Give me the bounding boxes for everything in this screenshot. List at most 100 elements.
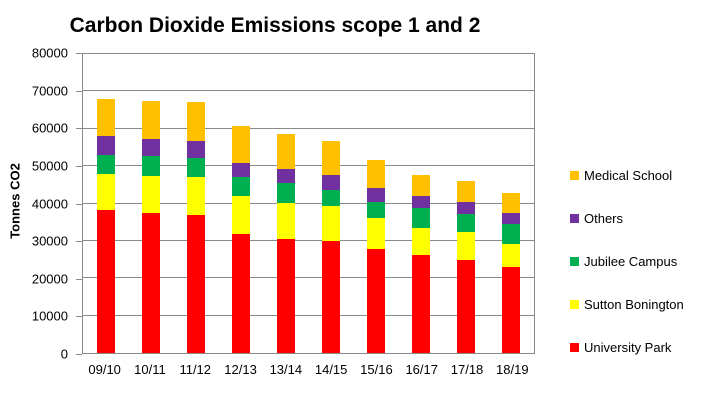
bar-segment-university-park[interactable] bbox=[412, 255, 431, 353]
bar-segment-jubilee-campus[interactable] bbox=[367, 201, 386, 219]
bar-segment-others[interactable] bbox=[457, 202, 476, 214]
bar-segment-jubilee-campus[interactable] bbox=[412, 207, 431, 229]
bar-segment-jubilee-campus[interactable] bbox=[141, 156, 160, 176]
x-tick-label: 15/16 bbox=[360, 362, 393, 377]
bar-segment-university-park[interactable] bbox=[367, 248, 386, 353]
bar-segment-sutton-bonington[interactable] bbox=[231, 196, 250, 234]
bar-segment-medical-school[interactable] bbox=[457, 180, 476, 203]
bar-segment-jubilee-campus[interactable] bbox=[502, 223, 521, 244]
legend-item-jubilee-campus[interactable]: Jubilee Campus bbox=[570, 252, 684, 270]
bar-segment-medical-school[interactable] bbox=[231, 126, 250, 164]
bar-segment-others[interactable] bbox=[276, 169, 295, 184]
bar-segment-medical-school[interactable] bbox=[141, 101, 160, 139]
bar-segment-medical-school[interactable] bbox=[412, 175, 431, 196]
x-tick-label: 10/11 bbox=[134, 362, 166, 377]
bar-segment-jubilee-campus[interactable] bbox=[457, 213, 476, 233]
stacked-bar-17-18[interactable] bbox=[457, 54, 476, 353]
bar-segment-others[interactable] bbox=[322, 175, 341, 191]
stacked-bar-15-16[interactable] bbox=[367, 54, 386, 353]
y-axis: 0 10000 20000 30000 40000 50000 60000 70000 8000… bbox=[0, 47, 82, 361]
bar-segment-university-park[interactable] bbox=[502, 266, 521, 353]
x-tick-label: 14/15 bbox=[314, 362, 348, 377]
legend-label: Sutton Bonington bbox=[584, 296, 684, 312]
bar-segment-others[interactable] bbox=[141, 138, 160, 157]
bar-slot-15-16 bbox=[354, 54, 399, 353]
legend-swatch-icon bbox=[570, 213, 579, 223]
plot-area bbox=[82, 53, 535, 354]
bar-segment-medical-school[interactable] bbox=[96, 98, 115, 136]
bar-slot-16-17 bbox=[399, 54, 444, 353]
bar-segment-sutton-bonington[interactable] bbox=[367, 218, 386, 249]
bar-segment-sutton-bonington[interactable] bbox=[276, 203, 295, 240]
bar-segment-sutton-bonington[interactable] bbox=[412, 228, 431, 256]
x-tick-label: 18/19 bbox=[496, 362, 529, 377]
legend-item-sutton-bonington[interactable]: Sutton Bonington bbox=[570, 295, 684, 313]
bar-slot-12-13 bbox=[218, 54, 263, 353]
x-tick-label: 16/17 bbox=[405, 362, 438, 377]
bar-segment-jubilee-campus[interactable] bbox=[276, 183, 295, 204]
bar-segment-others[interactable] bbox=[412, 195, 431, 208]
legend-swatch-icon bbox=[570, 170, 579, 180]
bar-segment-sutton-bonington[interactable] bbox=[457, 232, 476, 260]
bar-segment-medical-school[interactable] bbox=[367, 160, 386, 189]
stacked-bar-12-13[interactable] bbox=[231, 54, 250, 353]
bar-segment-others[interactable] bbox=[502, 213, 521, 224]
bar-segment-university-park[interactable] bbox=[457, 259, 476, 353]
stacked-bar-10-11[interactable] bbox=[141, 54, 160, 353]
y-tick-mark bbox=[76, 165, 82, 167]
bar-segment-university-park[interactable] bbox=[276, 239, 295, 353]
gridline bbox=[83, 277, 534, 279]
bar-segment-others[interactable] bbox=[231, 163, 250, 177]
bar-segment-jubilee-campus[interactable] bbox=[231, 177, 250, 197]
stacked-bar-16-17[interactable] bbox=[412, 54, 431, 353]
bar-slot-10-11 bbox=[128, 54, 173, 353]
bar-segment-sutton-bonington[interactable] bbox=[322, 205, 341, 242]
stacked-bar-11-12[interactable] bbox=[186, 54, 205, 353]
bar-segment-others[interactable] bbox=[186, 141, 205, 158]
bar-segment-others[interactable] bbox=[367, 188, 386, 202]
bar-segment-others[interactable] bbox=[96, 135, 115, 155]
bar-segment-sutton-bonington[interactable] bbox=[502, 243, 521, 267]
bar-segment-medical-school[interactable] bbox=[322, 141, 341, 176]
legend-item-university-park[interactable]: University Park bbox=[570, 338, 684, 356]
bar-segment-jubilee-campus[interactable] bbox=[186, 157, 205, 178]
stacked-bar-14-15[interactable] bbox=[322, 54, 341, 353]
stacked-bar-09-10[interactable] bbox=[96, 54, 115, 353]
y-tick-label: 40000 bbox=[31, 196, 68, 211]
y-tick-label: 20000 bbox=[31, 271, 68, 287]
bar-segment-medical-school[interactable] bbox=[186, 102, 205, 142]
y-tick-mark bbox=[76, 241, 82, 243]
legend-swatch-icon bbox=[570, 299, 579, 309]
bar-segment-university-park[interactable] bbox=[141, 213, 160, 353]
bar-segment-sutton-bonington[interactable] bbox=[96, 173, 115, 211]
bar-segment-university-park[interactable] bbox=[322, 241, 341, 353]
stacked-bar-13-14[interactable] bbox=[276, 54, 295, 353]
x-axis-labels: 09/10 10/11 11/12 12/13 13/14 14/15 15/16 16/17… bbox=[82, 362, 535, 377]
y-tick-label: 50000 bbox=[31, 158, 68, 174]
legend-swatch-icon bbox=[570, 256, 579, 266]
y-tick-label: 60000 bbox=[31, 120, 68, 136]
legend-label: Jubilee Campus bbox=[584, 253, 678, 269]
y-tick-mark bbox=[76, 203, 82, 205]
bar-segment-jubilee-campus[interactable] bbox=[322, 190, 341, 206]
bar-segment-jubilee-campus[interactable] bbox=[96, 154, 115, 174]
bar-segment-university-park[interactable] bbox=[231, 233, 250, 353]
bar-segment-sutton-bonington[interactable] bbox=[186, 177, 205, 216]
bar-segment-medical-school[interactable] bbox=[502, 193, 521, 214]
y-tick-mark bbox=[76, 53, 82, 54]
stacked-bar-18-19[interactable] bbox=[502, 54, 521, 353]
legend-item-medical-school[interactable]: Medical School bbox=[570, 166, 684, 184]
bar-segment-university-park[interactable] bbox=[96, 210, 115, 353]
bar-slot-18-19 bbox=[489, 54, 534, 353]
gridline bbox=[83, 239, 534, 241]
bar-segment-medical-school[interactable] bbox=[276, 133, 295, 170]
x-tick-label: 17/18 bbox=[450, 362, 484, 377]
bar-segment-university-park[interactable] bbox=[186, 215, 205, 353]
y-tick-label: 30000 bbox=[31, 233, 68, 249]
gridline bbox=[83, 90, 534, 92]
bar-segment-sutton-bonington[interactable] bbox=[141, 175, 160, 214]
y-tick-mark bbox=[76, 316, 82, 318]
y-tick-mark bbox=[76, 278, 82, 280]
legend-item-others[interactable]: Others bbox=[570, 209, 684, 227]
